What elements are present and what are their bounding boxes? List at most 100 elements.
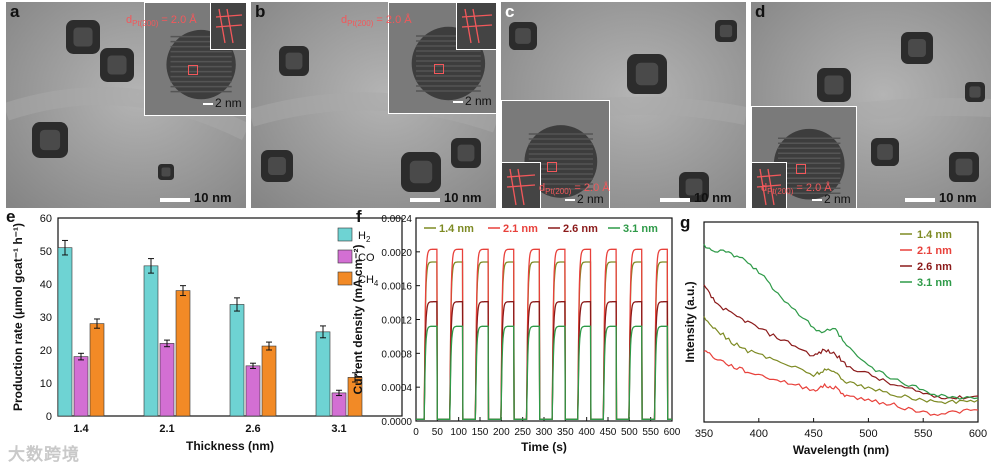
legend: 1.4 nm 2.1 nm 2.6 nm 3.1 nm [424, 223, 658, 235]
x-tick-label: 1.4 [73, 423, 89, 435]
legend-label: 1.4 nm [917, 229, 952, 241]
panel-letter-g: g [680, 213, 690, 232]
y-axis-label: Production rate (μmol gcat⁻¹ h⁻¹) [11, 223, 25, 411]
x-tick-label: 350 [695, 428, 713, 440]
y-axis-label: Intensity (a.u.) [683, 281, 697, 362]
nanocube [32, 122, 68, 158]
x-tick-label: 350 [557, 427, 574, 438]
error-bar [352, 372, 358, 383]
y-tick-label: 20 [40, 345, 52, 357]
inset-scale-label: 2 nm [465, 94, 492, 108]
panel-letter-d: d [755, 2, 766, 21]
inset-scale-bar [203, 103, 213, 105]
d-spacing-label: dPt(200) = 2.0 Å [761, 182, 832, 197]
hrtem-inset: 2 nm [501, 100, 610, 208]
tem-panel-d: 2 nm dPt(200) = 2.0 Å d 10 nm [751, 2, 991, 208]
legend-label: H2 [358, 230, 371, 244]
bar-H2 [57, 247, 73, 417]
nanocube [715, 20, 737, 42]
x-tick-label: 550 [642, 427, 659, 438]
tem-panel-c: 2 nm dPt(200) = 2.0 Å c 10 nm [501, 2, 746, 208]
x-tick-label: 100 [450, 427, 467, 438]
roi-marker [546, 161, 557, 172]
x-tick-label: 450 [804, 428, 822, 440]
x-tick-label: 600 [664, 427, 681, 438]
panel-letter-a: a [10, 2, 20, 21]
scale-bar-label: 10 nm [194, 190, 232, 205]
legend-label: 2.6 nm [917, 261, 952, 273]
x-tick-label: 450 [600, 427, 617, 438]
x-tick-label: 150 [472, 427, 489, 438]
error-bar [78, 352, 84, 361]
scale-bar [905, 198, 935, 202]
error-bar [148, 258, 154, 274]
nanocube [871, 138, 899, 166]
bar-CO [331, 392, 347, 417]
y-tick-label: 40 [40, 279, 52, 291]
tem-panel-b: 2 nm dPt(200) = 2.0 Å b 10 nm [251, 2, 496, 208]
scale-bar-label: 10 nm [444, 190, 482, 205]
series-line [416, 248, 672, 420]
hrtem-inset: 2 nm [751, 106, 857, 208]
panel-letter-b: b [255, 2, 266, 21]
hrtem-inset: 2 nm [388, 2, 496, 114]
y-tick-label: 0.0008 [381, 349, 412, 360]
x-tick-label: 300 [536, 427, 553, 438]
legend-label: 2.1 nm [917, 245, 952, 257]
series-line [416, 325, 672, 420]
x-tick-label: 2.6 [245, 423, 260, 435]
x-tick-label: 2.1 [159, 423, 174, 435]
series-line [416, 301, 672, 420]
legend-label: 2.6 nm [563, 223, 598, 235]
nanocube [279, 46, 309, 76]
panel-letter-c: c [505, 2, 515, 21]
scale-bar [410, 198, 440, 202]
plot-frame [415, 217, 673, 422]
d-spacing-label: dPt(200) = 2.0 Å [126, 14, 197, 29]
x-tick-label: 250 [514, 427, 531, 438]
bar-CO [73, 356, 89, 417]
d-spacing-label: dPt(200) = 2.0 Å [341, 14, 412, 29]
error-bar [266, 341, 272, 351]
d-spacing-label: dPt(200) = 2.0 Å [539, 182, 610, 197]
bar-CH4 [261, 345, 277, 417]
y-tick-label: 30 [40, 312, 52, 324]
inset-scale-bar [812, 199, 822, 201]
y-tick-label: 0.0024 [381, 214, 412, 225]
nanocube [158, 164, 174, 180]
y-tick-label: 0.0012 [381, 316, 412, 327]
bar-CO [245, 365, 261, 417]
error-bar [94, 318, 100, 329]
x-tick-label: 550 [914, 428, 932, 440]
nanocube [627, 54, 667, 94]
error-bar [62, 239, 68, 256]
error-bar [180, 285, 186, 297]
series-line [703, 316, 979, 405]
x-ticks: 350 400 450 500 550 600 [695, 418, 987, 440]
legend-label: 2.1 nm [503, 223, 538, 235]
y-ticks: 0.0000 0.0004 0.0008 0.0012 0.0016 0.0020 0.00… [381, 214, 420, 428]
y-tick-label: 0 [46, 411, 52, 423]
bar-CH4 [175, 290, 191, 417]
chart-g: g 350 400 450 500 550 600 1.4 nm 2.1 nm 2.6 nm 3.1… [680, 213, 987, 457]
nanocube [401, 152, 441, 192]
nanocube [66, 20, 100, 54]
lattice-inset [751, 162, 787, 208]
x-axis-label: Time (s) [521, 440, 567, 454]
panel-letter-f: f [356, 208, 362, 226]
legend-label: 3.1 nm [623, 223, 658, 235]
x-tick-label: 400 [750, 428, 768, 440]
scale-bar [660, 198, 690, 202]
y-ticks: 0 10 20 30 40 50 60 [40, 213, 62, 423]
x-tick-label: 0 [413, 427, 419, 438]
scale-bar-label: 10 nm [694, 190, 732, 205]
bar-H2 [143, 265, 159, 417]
nanocube [817, 68, 851, 102]
scale-bar [160, 198, 190, 202]
inset-scale-label: 2 nm [577, 192, 604, 206]
x-tick-label: 400 [578, 427, 595, 438]
error-bar [234, 297, 240, 312]
error-bar [250, 362, 256, 369]
error-bar [336, 389, 342, 397]
series-line [703, 284, 979, 400]
